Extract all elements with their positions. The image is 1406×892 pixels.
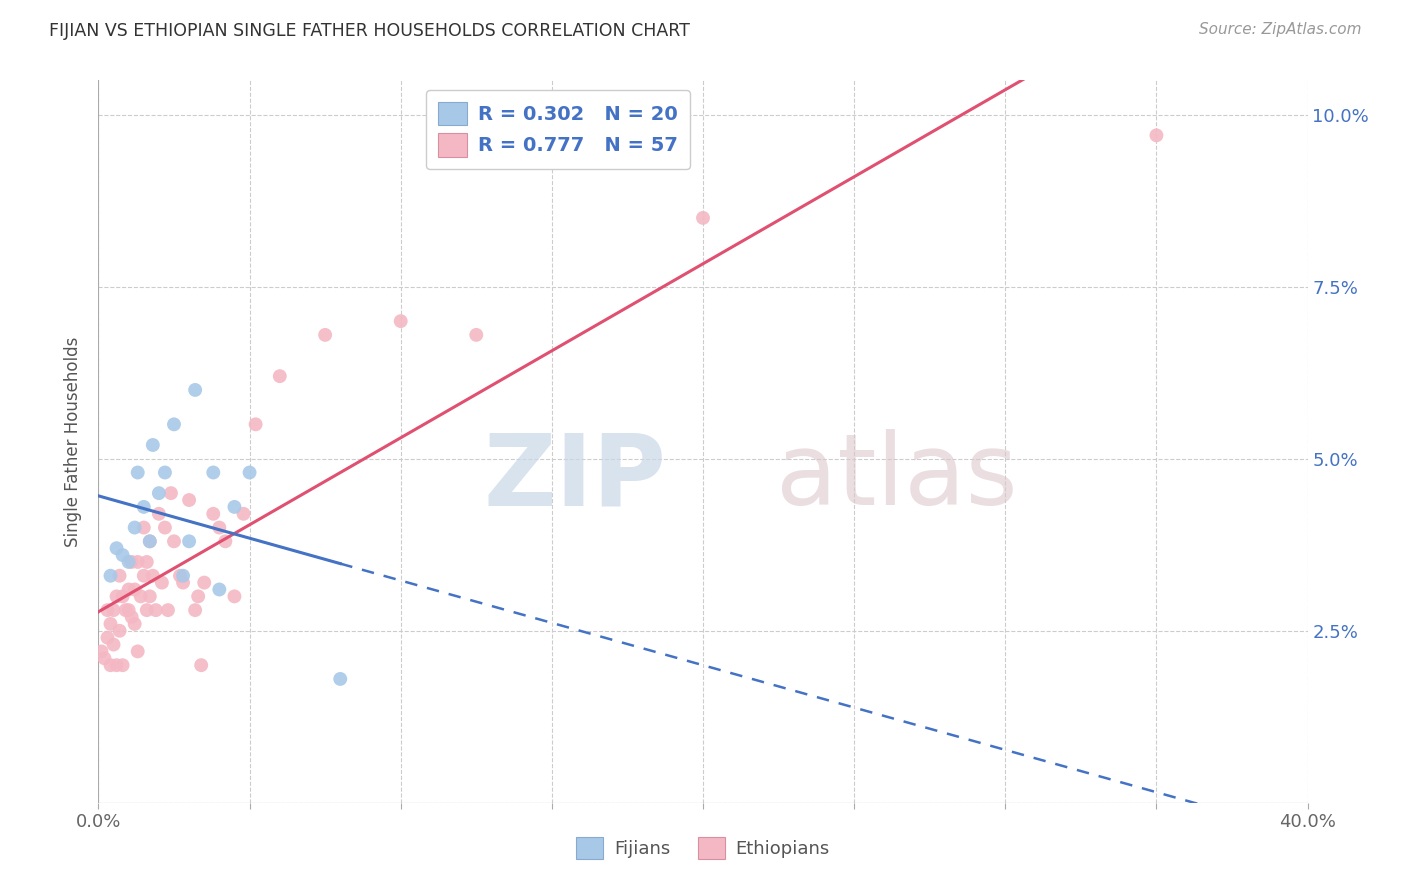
Text: Source: ZipAtlas.com: Source: ZipAtlas.com (1198, 22, 1361, 37)
Point (160, 486, 183, 500)
Point (465, 327, 488, 342)
Point (108, 568, 131, 582)
Point (139, 534, 162, 549)
Point (150, 575, 173, 590)
Point (132, 520, 155, 534)
Point (114, 603, 136, 617)
Point (132, 500, 155, 514)
Point (121, 610, 143, 624)
Point (224, 590, 246, 604)
Point (124, 582, 146, 597)
Point (148, 486, 170, 500)
Point (105, 590, 128, 604)
Point (100, 658, 122, 673)
Point (111, 548, 134, 562)
Point (329, 672, 352, 686)
Point (692, 211, 714, 225)
Point (208, 582, 231, 597)
Point (179, 534, 201, 549)
Point (121, 555, 143, 569)
Point (169, 568, 191, 582)
Point (179, 493, 201, 508)
Point (202, 507, 225, 521)
Point (239, 466, 262, 480)
Legend: Fijians, Ethiopians: Fijians, Ethiopians (569, 830, 837, 866)
Text: FIJIAN VS ETHIOPIAN SINGLE FATHER HOUSEHOLDS CORRELATION CHART: FIJIAN VS ETHIOPIAN SINGLE FATHER HOUSEH… (49, 22, 690, 40)
Point (142, 568, 165, 582)
Point (135, 603, 157, 617)
Point (127, 466, 149, 480)
Point (153, 520, 176, 534)
Point (90, 644, 112, 658)
Point (108, 624, 131, 638)
Point (153, 466, 176, 480)
Point (118, 582, 141, 597)
Point (129, 590, 152, 604)
Point (314, 327, 336, 342)
Point (163, 417, 186, 432)
Text: ZIP: ZIP (484, 429, 666, 526)
Point (232, 507, 254, 521)
Point (224, 500, 246, 514)
Point (127, 555, 149, 569)
Point (190, 658, 212, 673)
Text: atlas: atlas (776, 429, 1017, 526)
Point (139, 590, 162, 604)
Point (142, 438, 165, 452)
Y-axis label: Single Father Households: Single Father Households (65, 336, 83, 547)
Point (111, 590, 134, 604)
Point (124, 616, 146, 631)
Point (145, 603, 167, 617)
Point (172, 575, 194, 590)
Point (96, 631, 118, 645)
Point (208, 520, 231, 534)
Point (389, 314, 412, 328)
Point (139, 534, 162, 549)
Point (93, 651, 115, 665)
Point (103, 638, 125, 652)
Point (269, 369, 291, 384)
Point (118, 555, 141, 569)
Point (187, 590, 209, 604)
Point (105, 658, 128, 673)
Point (135, 555, 157, 569)
Point (156, 603, 179, 617)
Point (124, 520, 146, 534)
Point (118, 603, 141, 617)
Point (100, 616, 122, 631)
Point (127, 644, 149, 658)
Point (105, 541, 128, 556)
Point (193, 575, 215, 590)
Point (100, 568, 122, 582)
Point (202, 466, 225, 480)
Point (184, 383, 207, 397)
Point (111, 658, 134, 673)
Point (96, 603, 118, 617)
Point (103, 603, 125, 617)
Point (1144, 128, 1167, 143)
Point (163, 534, 186, 549)
Point (148, 507, 170, 521)
Point (184, 603, 207, 617)
Point (132, 568, 155, 582)
Point (245, 417, 267, 432)
Point (214, 534, 236, 549)
Point (172, 568, 194, 582)
